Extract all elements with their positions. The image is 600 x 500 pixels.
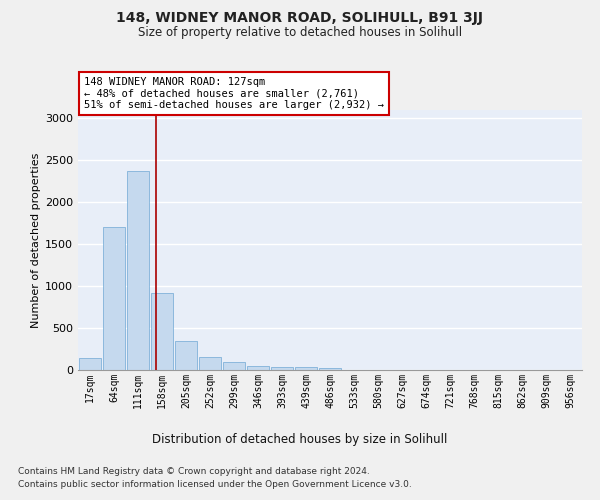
Bar bbox=[271, 367, 293, 370]
Bar bbox=[151, 293, 173, 370]
Bar bbox=[175, 342, 197, 370]
Bar bbox=[103, 228, 125, 370]
Bar bbox=[295, 368, 317, 370]
Text: 148 WIDNEY MANOR ROAD: 127sqm
← 48% of detached houses are smaller (2,761)
51% o: 148 WIDNEY MANOR ROAD: 127sqm ← 48% of d… bbox=[84, 77, 384, 110]
Text: Size of property relative to detached houses in Solihull: Size of property relative to detached ho… bbox=[138, 26, 462, 39]
Bar bbox=[199, 357, 221, 370]
Bar bbox=[247, 366, 269, 370]
Text: Contains public sector information licensed under the Open Government Licence v3: Contains public sector information licen… bbox=[18, 480, 412, 489]
Text: Distribution of detached houses by size in Solihull: Distribution of detached houses by size … bbox=[152, 432, 448, 446]
Text: Contains HM Land Registry data © Crown copyright and database right 2024.: Contains HM Land Registry data © Crown c… bbox=[18, 468, 370, 476]
Y-axis label: Number of detached properties: Number of detached properties bbox=[31, 152, 41, 328]
Bar bbox=[319, 368, 341, 370]
Text: 148, WIDNEY MANOR ROAD, SOLIHULL, B91 3JJ: 148, WIDNEY MANOR ROAD, SOLIHULL, B91 3J… bbox=[116, 11, 484, 25]
Bar bbox=[79, 358, 101, 370]
Bar bbox=[127, 171, 149, 370]
Bar bbox=[223, 362, 245, 370]
